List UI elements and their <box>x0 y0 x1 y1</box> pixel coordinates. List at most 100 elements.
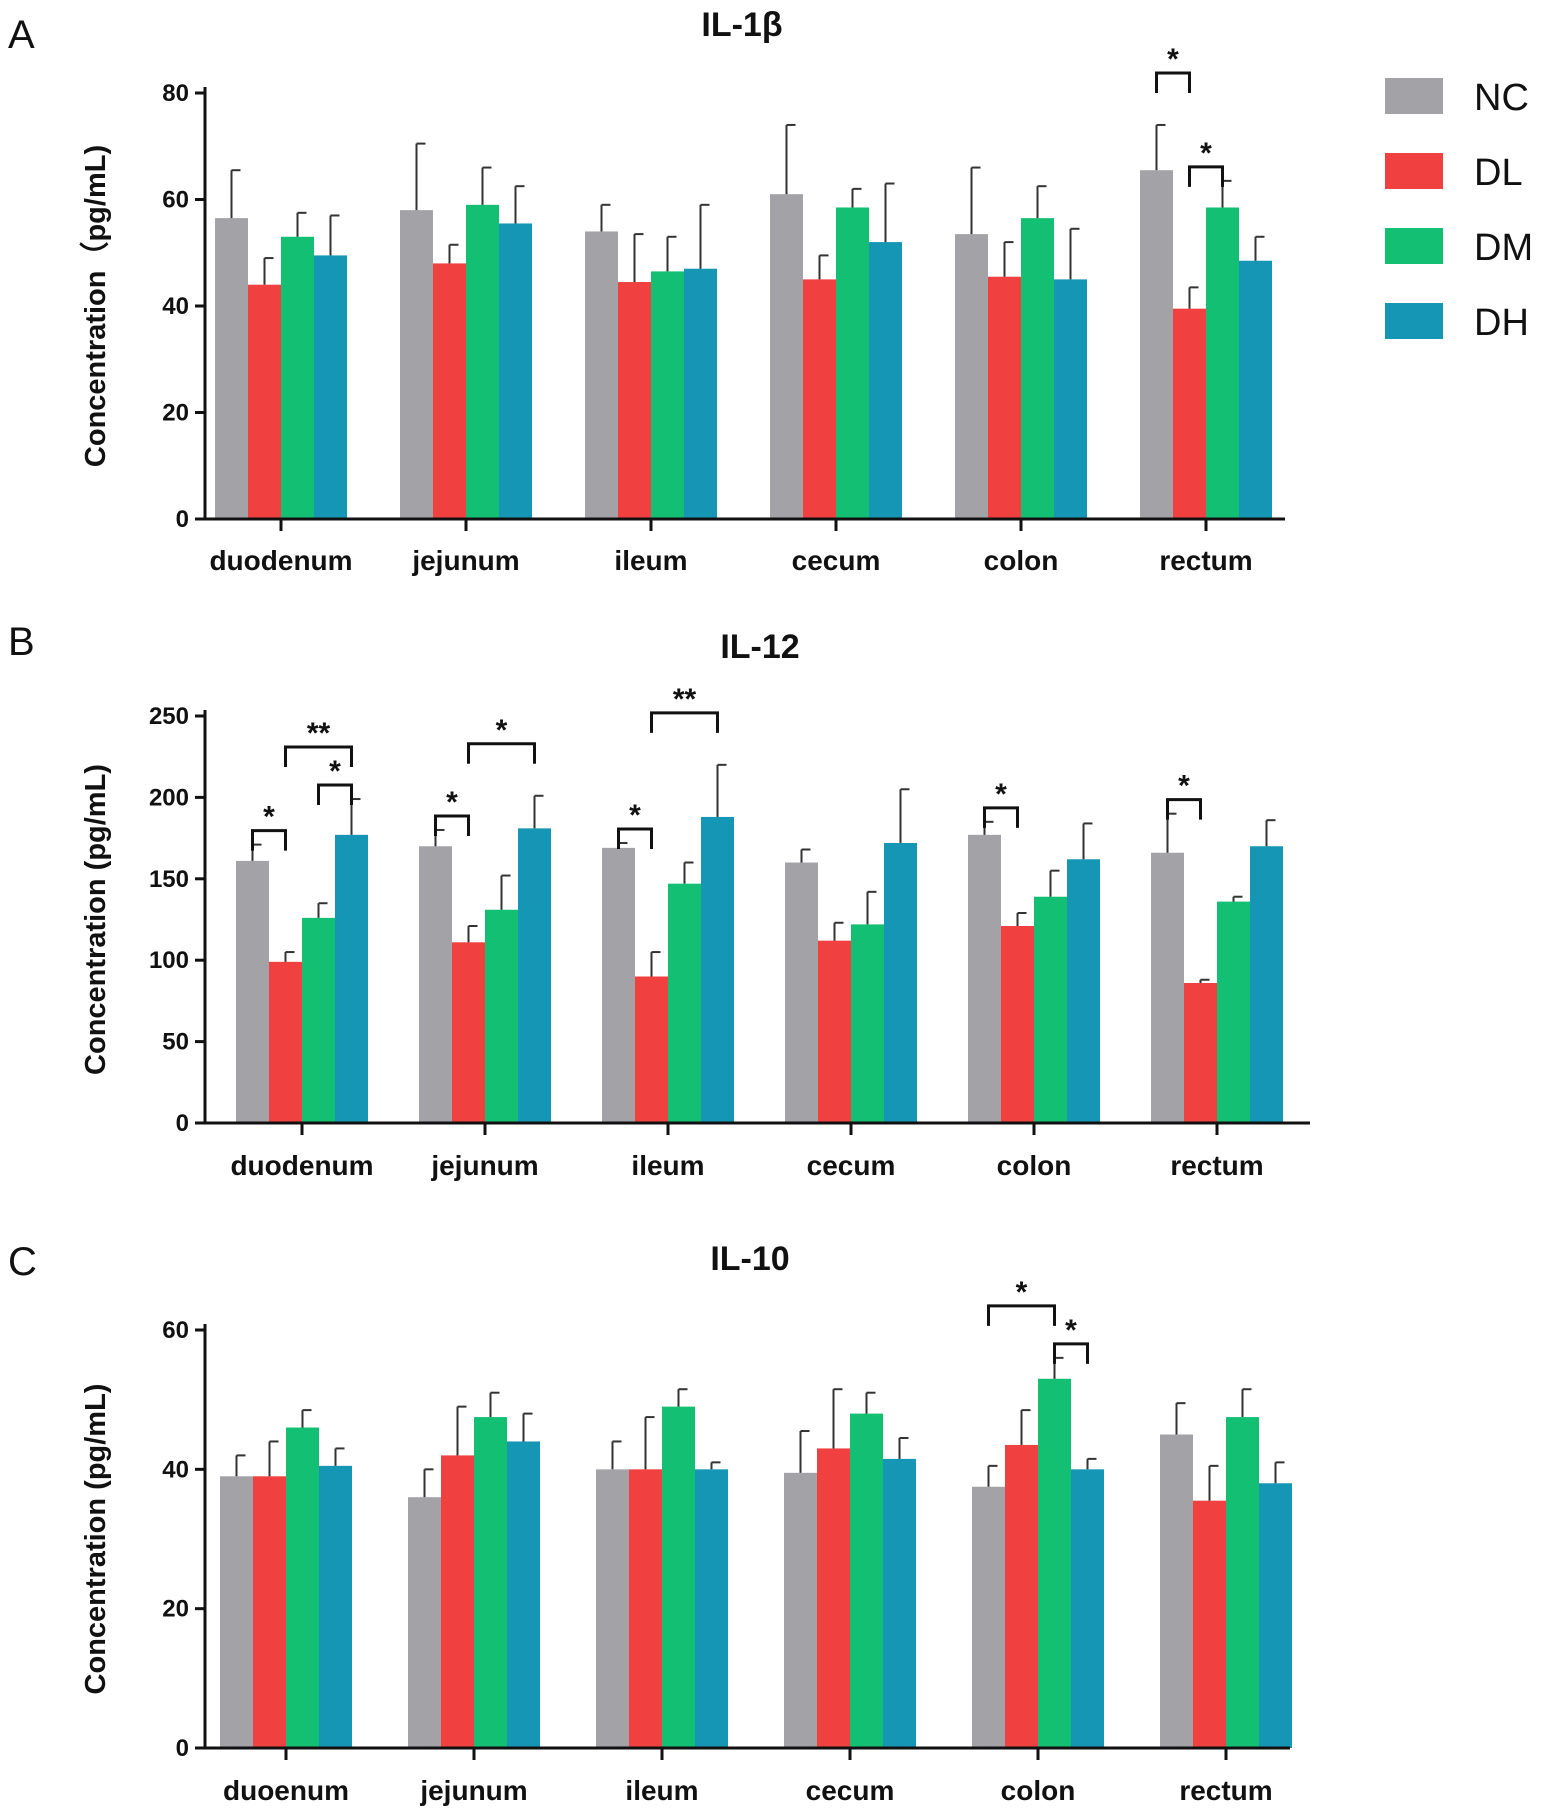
legend-swatch-nc <box>1385 78 1443 114</box>
bar-dh-duodenum <box>335 834 368 1123</box>
bar-dl-cecum <box>817 1448 850 1748</box>
y-tick-label: 0 <box>176 506 189 533</box>
legend-label-dl: DL <box>1474 152 1523 194</box>
legend-swatch-dh <box>1385 303 1443 339</box>
significance-label: * <box>329 755 341 788</box>
significance-bracket <box>617 827 653 849</box>
y-tick-label: 100 <box>149 947 189 974</box>
legend-swatch-dm <box>1385 228 1443 264</box>
legend: NC DL DM DH <box>1385 77 1533 344</box>
bar-dm-duoenum <box>286 1427 319 1748</box>
x-tick-label: duoenum <box>223 1775 349 1806</box>
bar-dm-colon <box>1021 218 1054 519</box>
x-tick-label: ileum <box>614 545 687 576</box>
bar-dh-cecum <box>869 242 902 519</box>
significance-bracket <box>434 814 470 836</box>
bar-dl-duoenum <box>253 1476 286 1748</box>
y-tick-label: 80 <box>162 80 189 107</box>
bar-dh-rectum <box>1250 846 1283 1123</box>
bar-dm-rectum <box>1206 207 1239 520</box>
significance-bracket <box>317 783 353 806</box>
significance-bracket <box>650 711 719 733</box>
bar-nc-duodenum <box>236 860 269 1123</box>
significance-bracket <box>1053 1342 1089 1364</box>
y-tick-label: 40 <box>162 1456 189 1483</box>
significance-bracket <box>987 1304 1056 1326</box>
significance-bracket <box>1166 798 1202 820</box>
bar-dh-ileum <box>695 1469 728 1748</box>
chart-title: IL-1β <box>701 6 782 44</box>
significance-label: * <box>1200 137 1212 170</box>
bar-nc-ileum <box>602 847 635 1123</box>
bar-dl-ileum <box>635 976 668 1123</box>
x-tick-label: ileum <box>625 1775 698 1806</box>
bar-dh-colon <box>1071 1469 1104 1748</box>
bar-dh-duoenum <box>319 1465 352 1748</box>
bar-dl-jejunum <box>441 1455 474 1748</box>
bar-dh-cecum <box>884 842 917 1123</box>
bar-dl-colon <box>988 276 1021 519</box>
chart-panel-c: C IL-10 Concentration (pg/mL) 0 20 40 60 duoenu… <box>8 1240 1292 1806</box>
bar-dm-rectum <box>1217 901 1250 1123</box>
bar-dm-ileum <box>651 271 684 519</box>
x-tick-label: colon <box>997 1150 1072 1181</box>
significance-label: * <box>496 714 508 747</box>
y-tick-label: 0 <box>176 1735 189 1762</box>
bar-dl-duodenum <box>248 284 281 519</box>
y-axis-label: Concentration (pg/mL) <box>80 764 112 1075</box>
chart-panel-a: A IL-1β Concentration（pg/mL) 0 20 40 60 80 duode… <box>8 6 1285 576</box>
bar-dm-duodenum <box>281 236 314 519</box>
significance-bracket <box>1188 165 1224 187</box>
bar-dm-ileum <box>662 1406 695 1748</box>
bar-nc-rectum <box>1151 852 1184 1123</box>
y-tick-label: 200 <box>149 784 189 811</box>
x-tick-label: colon <box>1001 1775 1076 1806</box>
significance-bracket <box>251 829 287 851</box>
y-tick-label: 250 <box>149 703 189 730</box>
bar-dh-rectum <box>1259 1483 1292 1748</box>
y-tick-label: 0 <box>176 1110 189 1137</box>
bar-nc-jejunum <box>408 1497 441 1748</box>
significance-bracket <box>467 742 536 764</box>
bar-dl-colon <box>1005 1444 1038 1748</box>
chart-panel-b: B IL-12 Concentration (pg/mL) 0 50 100 150 200 2… <box>8 620 1310 1181</box>
bar-dh-jejunum <box>499 223 532 519</box>
x-tick-label: duodenum <box>209 545 352 576</box>
y-tick-label: 20 <box>162 1596 189 1623</box>
bar-nc-rectum <box>1140 170 1173 519</box>
bar-dh-rectum <box>1239 260 1272 519</box>
bar-dm-cecum <box>851 924 884 1123</box>
bar-dl-duodenum <box>269 961 302 1123</box>
bar-nc-jejunum <box>419 846 452 1123</box>
bar-dl-rectum <box>1173 308 1206 519</box>
bar-dl-jejunum <box>433 263 466 519</box>
x-tick-label: rectum <box>1159 545 1252 576</box>
bar-dl-cecum <box>818 940 851 1123</box>
bar-nc-cecum <box>784 1472 817 1748</box>
panel-letter: C <box>8 1240 37 1284</box>
panel-letter: A <box>8 13 35 57</box>
bar-dm-jejunum <box>485 909 518 1123</box>
bar-dm-jejunum <box>474 1417 507 1748</box>
x-tick-label: ileum <box>631 1150 704 1181</box>
x-tick-label: rectum <box>1170 1150 1263 1181</box>
y-tick-label: 60 <box>162 1317 189 1344</box>
x-tick-label: jejunum <box>430 1150 538 1181</box>
significance-label: * <box>1016 1276 1028 1309</box>
bar-nc-rectum <box>1160 1434 1193 1748</box>
legend-label-dh: DH <box>1474 302 1529 344</box>
legend-swatch-dl <box>1385 153 1443 189</box>
significance-bracket <box>983 806 1019 828</box>
bar-dl-ileum <box>629 1469 662 1748</box>
x-tick-label: duodenum <box>230 1150 373 1181</box>
chart-title: IL-10 <box>710 1240 789 1278</box>
x-tick-label: jejunum <box>419 1775 527 1806</box>
y-tick-label: 60 <box>162 187 189 214</box>
bar-dl-rectum <box>1193 1500 1226 1748</box>
panel-letter: B <box>8 620 35 664</box>
bar-dh-jejunum <box>518 828 551 1123</box>
bar-dl-cecum <box>803 279 836 519</box>
legend-label-dm: DM <box>1474 227 1533 269</box>
x-tick-label: cecum <box>807 1150 896 1181</box>
x-tick-label: rectum <box>1179 1775 1272 1806</box>
